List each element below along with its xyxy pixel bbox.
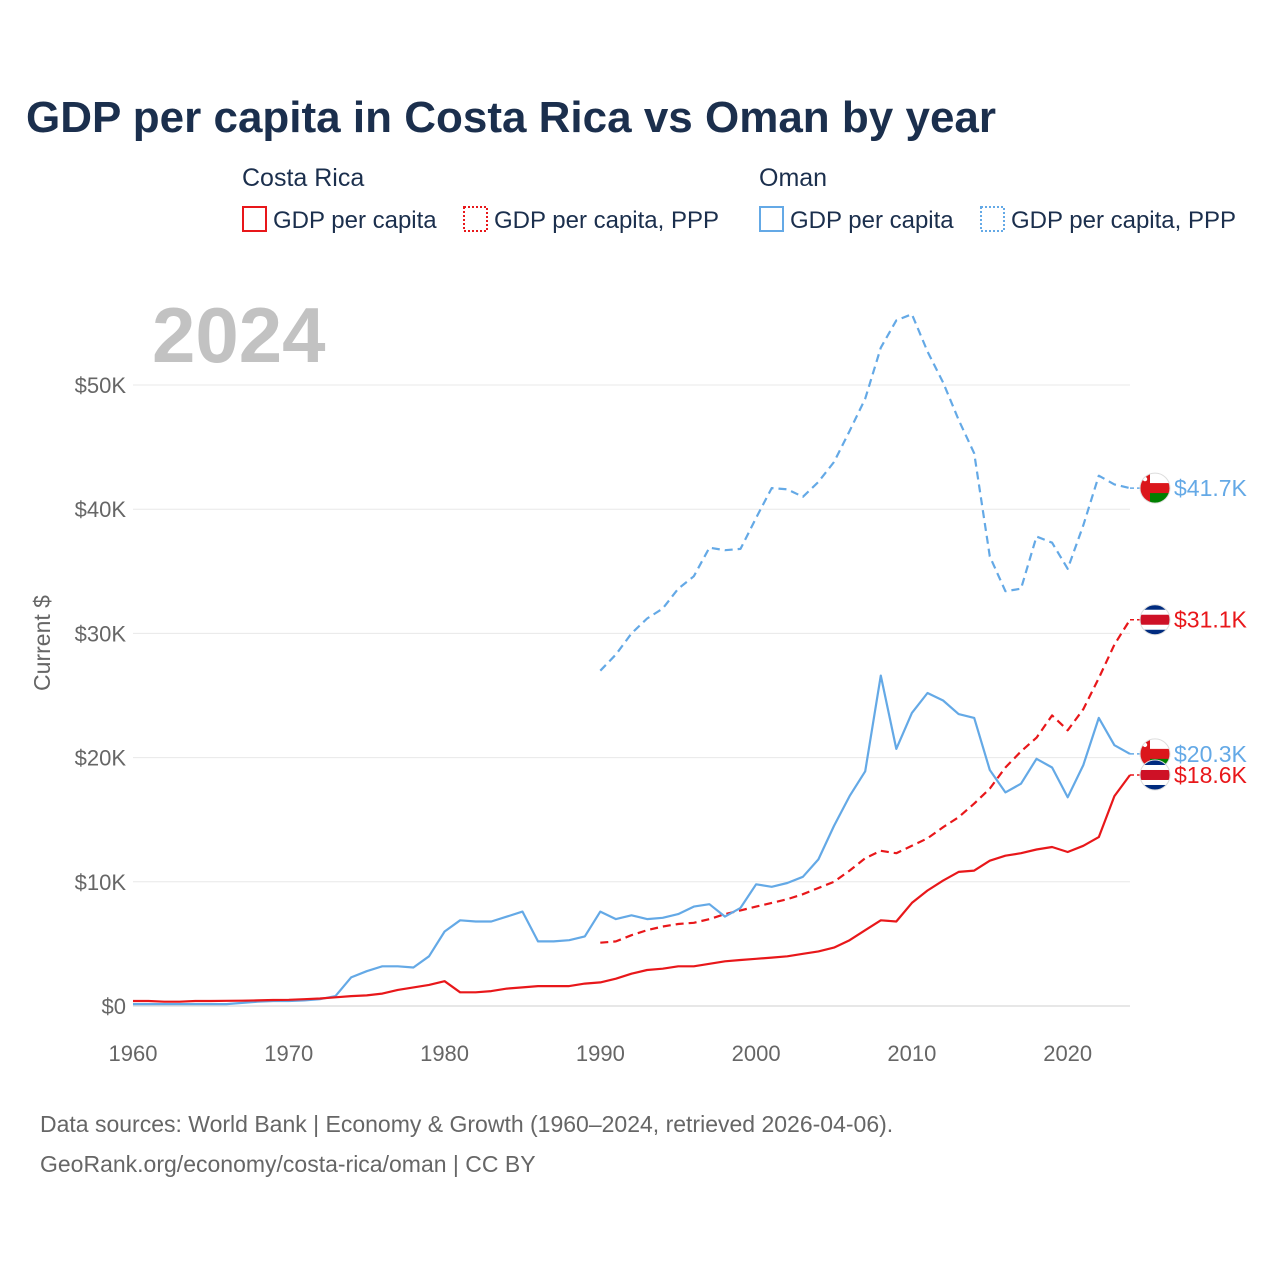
chart-title: GDP per capita in Costa Rica vs Oman by … [26, 93, 996, 142]
legend-label-oman-gdp[interactable]: GDP per capita [790, 207, 954, 234]
y-tick-20000: $20K [75, 746, 127, 771]
line-oman-gdp-per-capita-ppp[interactable] [599, 313, 1131, 672]
end-label-oman-gdp-per-capita: $20.3K [1174, 741, 1248, 767]
series-lines [133, 313, 1131, 1006]
source-line-1: Data sources: World Bank | Economy & Gro… [40, 1111, 893, 1137]
source-line-2[interactable]: GeoRank.org/economy/costa-rica/oman | CC… [40, 1151, 536, 1177]
x-tick-labels: 1960 1970 1980 1990 2000 2010 2020 [109, 1041, 1093, 1066]
y-tick-0: $0 [102, 994, 126, 1019]
y-tick-50000: $50K [75, 373, 127, 398]
legend-label-oman-ppp[interactable]: GDP per capita, PPP [1011, 207, 1236, 234]
end-label-costa-rica-gdp-per-capita: $18.6K [1174, 762, 1248, 788]
line-costa-rica-gdp-per-capita[interactable] [133, 774, 1131, 1003]
legend-group-costa-rica: Costa Rica [242, 164, 364, 192]
costa-rica-flag-icon [1139, 604, 1171, 636]
costa-rica-flag-icon [1139, 759, 1171, 791]
x-tick-1960: 1960 [109, 1041, 158, 1066]
line-oman-gdp-per-capita[interactable] [133, 674, 1131, 1006]
y-axis-label: Current $ [29, 595, 55, 691]
y-tick-labels: $0 $10K $20K $30K $40K $50K [75, 373, 127, 1019]
x-tick-2020: 2020 [1043, 1041, 1092, 1066]
legend-label-costa-rica-ppp[interactable]: GDP per capita, PPP [494, 207, 719, 234]
legend-swatch-costa-rica-ppp[interactable] [463, 206, 488, 232]
legend-swatch-oman-gdp[interactable] [759, 206, 784, 232]
y-tick-30000: $30K [75, 621, 127, 646]
gridlines [133, 384, 1130, 1007]
end-markers: $41.7K $31.1K $20.3K$18.6K [1130, 472, 1248, 791]
y-tick-40000: $40K [75, 497, 127, 522]
line-costa-rica-gdp-per-capita-ppp[interactable] [600, 619, 1131, 944]
legend-label-costa-rica-gdp[interactable]: GDP per capita [273, 207, 437, 234]
legend-group-oman: Oman [759, 164, 827, 192]
x-tick-2010: 2010 [887, 1041, 936, 1066]
end-label-oman-gdp-per-capita-ppp: $41.7K [1174, 475, 1248, 501]
x-tick-2000: 2000 [732, 1041, 781, 1066]
year-label: 2024 [152, 291, 326, 379]
x-tick-1970: 1970 [264, 1041, 313, 1066]
oman-flag-icon [1139, 472, 1171, 504]
legend: Costa Rica Oman GDP per capita GDP per c… [242, 164, 1236, 234]
x-tick-1990: 1990 [576, 1041, 625, 1066]
end-label-costa-rica-gdp-per-capita-ppp: $31.1K [1174, 607, 1248, 633]
x-tick-1980: 1980 [420, 1041, 469, 1066]
y-tick-10000: $10K [75, 870, 127, 895]
legend-swatch-costa-rica-gdp[interactable] [242, 206, 267, 232]
legend-swatch-oman-ppp[interactable] [980, 206, 1005, 232]
